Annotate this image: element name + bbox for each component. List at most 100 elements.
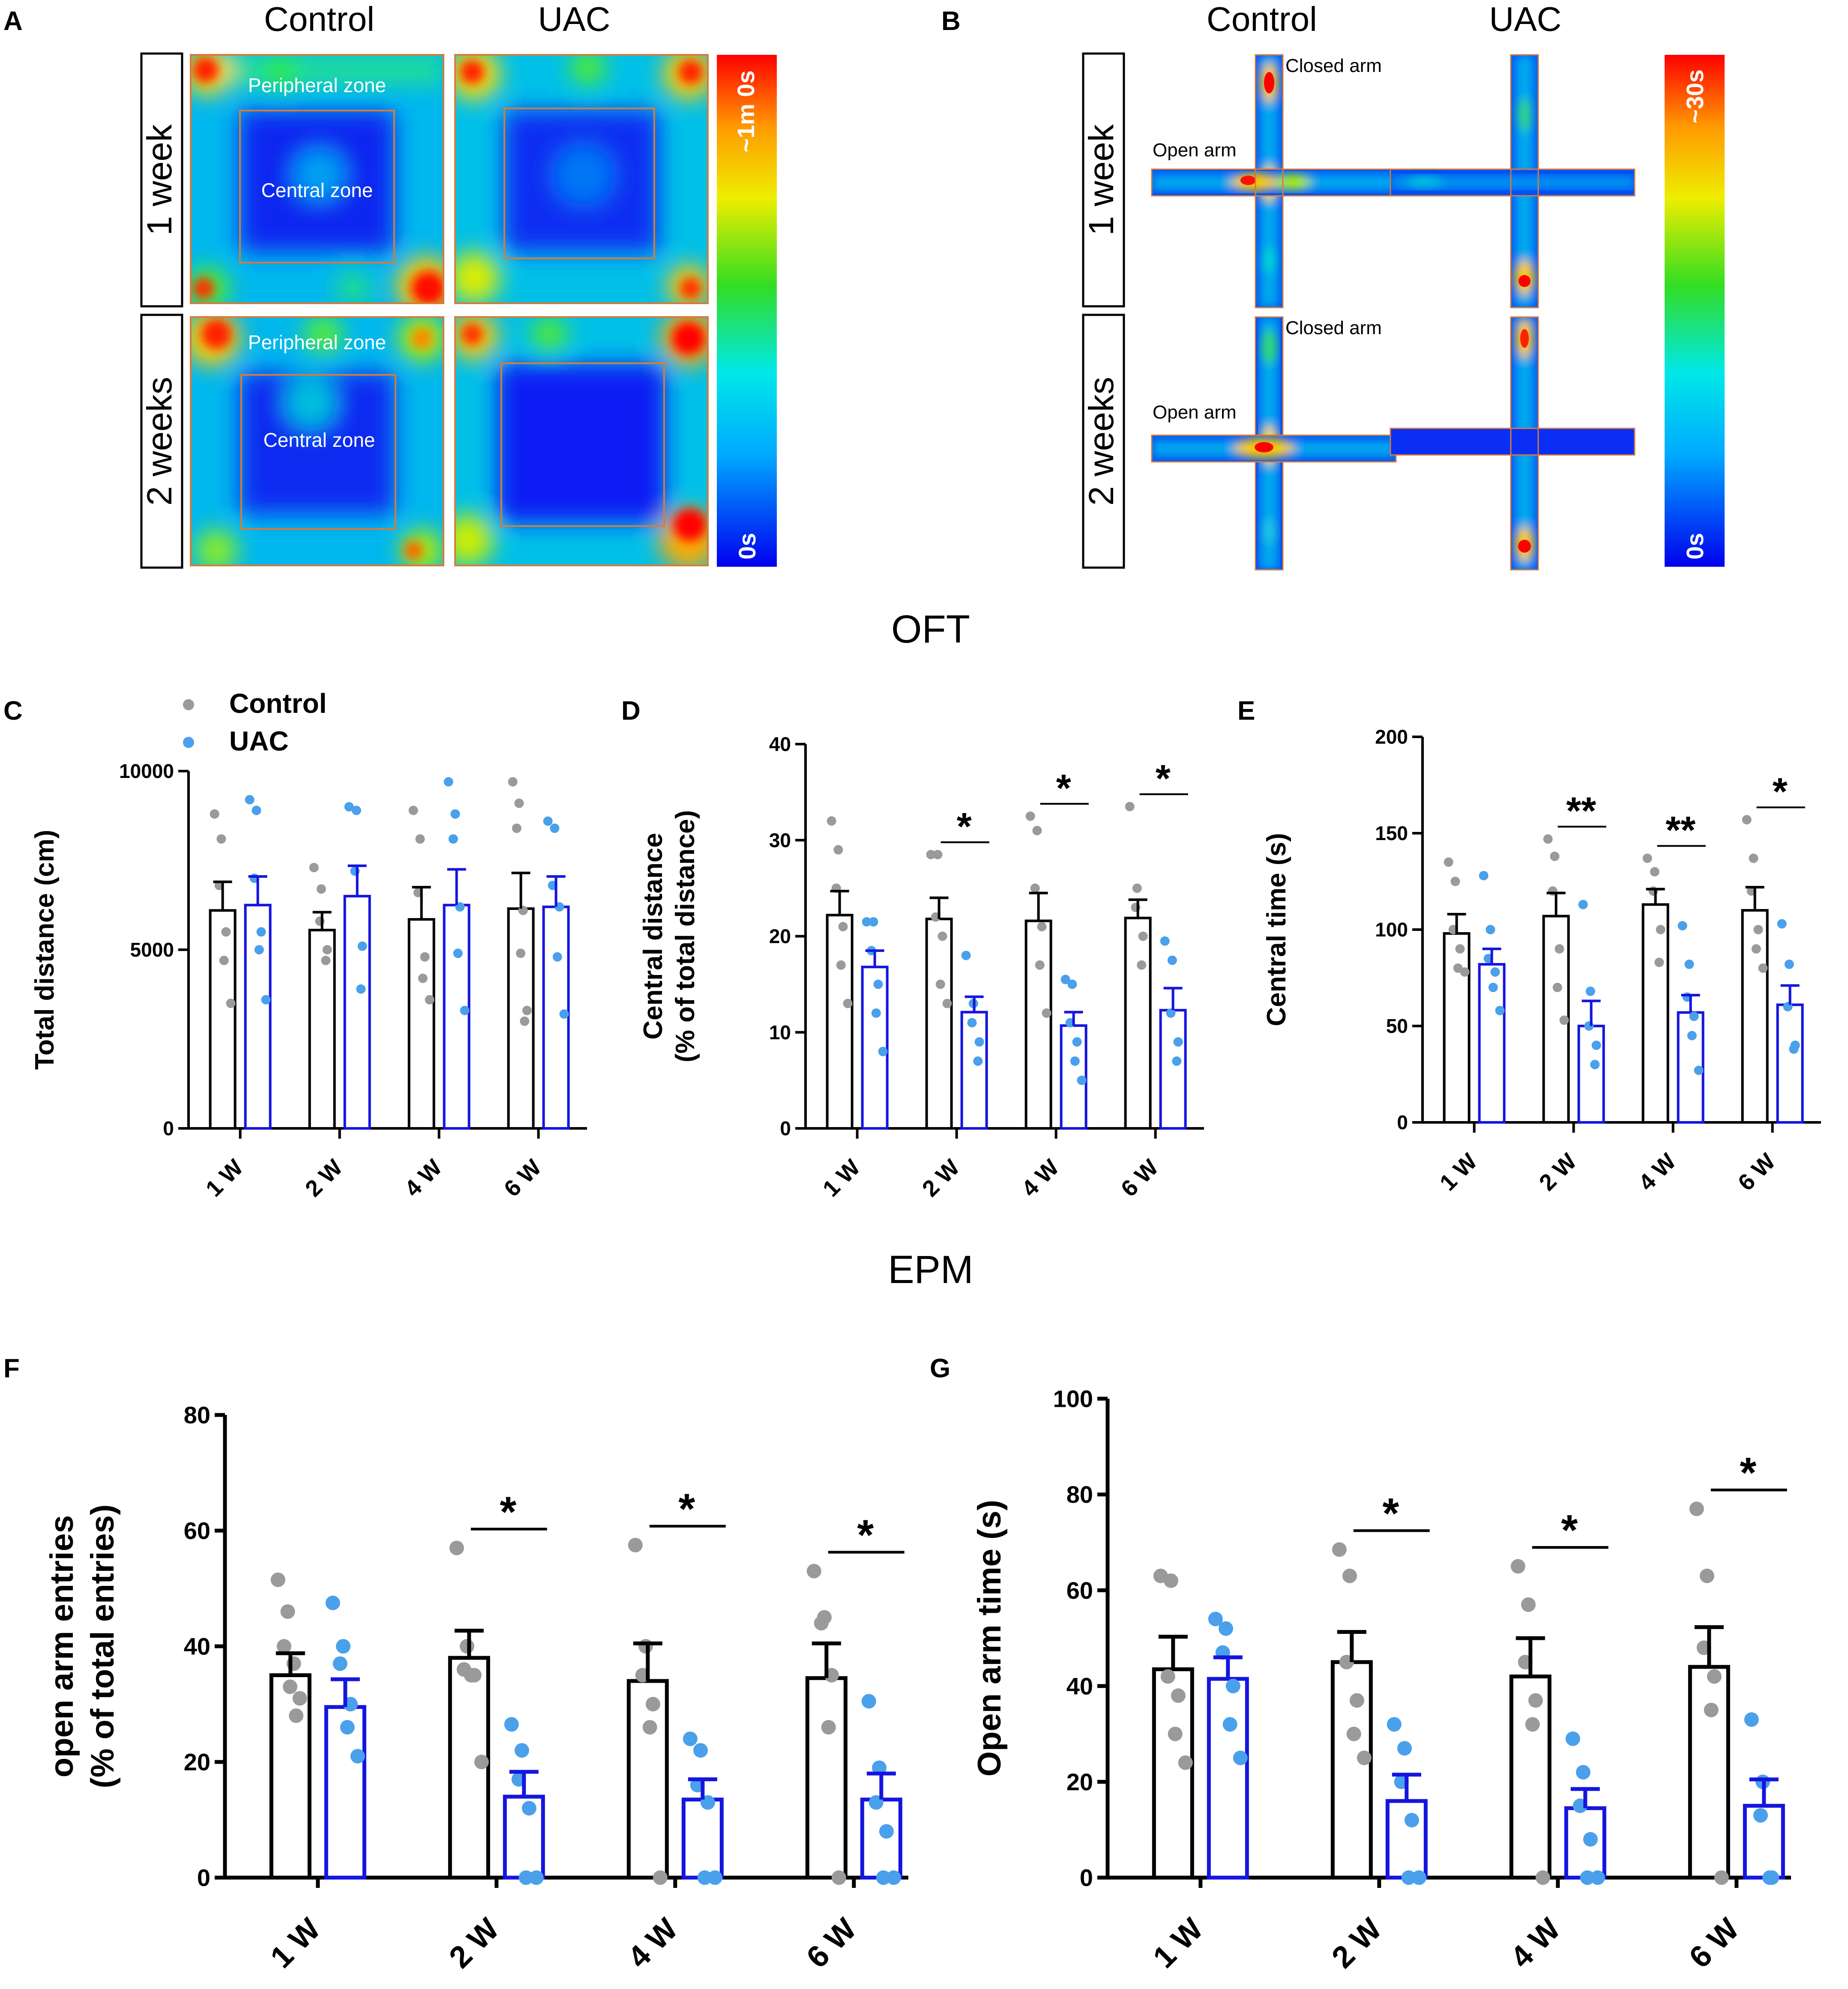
data-point [1411, 1870, 1426, 1885]
data-point [552, 952, 562, 962]
chart-c-total-distance: 0 5000 10000 Total distance (cm) 1 W 2 W 4 W 6 … [30, 760, 587, 1202]
data-point [1554, 944, 1564, 954]
data-point [1178, 1755, 1193, 1770]
data-point [504, 1717, 519, 1732]
x-category-label: 1 W [1147, 1912, 1210, 1975]
data-point [1590, 1870, 1605, 1885]
bar-uac-4w [443, 903, 470, 1130]
data-point [1689, 1501, 1704, 1516]
data-point [642, 1720, 657, 1735]
y-tick-label: 100 [1053, 1385, 1093, 1412]
data-point [1208, 1612, 1223, 1627]
data-point [1455, 944, 1465, 954]
oft-label-peripheral-zone: Peripheral zone [248, 331, 386, 353]
data-point [1171, 1688, 1186, 1703]
x-category-label: 6 W [1733, 1149, 1780, 1196]
y-axis-label: (% of total distance) [671, 810, 700, 1062]
data-point [508, 777, 518, 787]
bar-control-1w [826, 914, 854, 1130]
data-point [1125, 802, 1135, 811]
data-point [210, 809, 219, 819]
epm-heatmap-uac-2weeks [1390, 316, 1635, 571]
data-point [283, 1679, 298, 1694]
data-point [869, 917, 878, 927]
oft-color-scale-bar [717, 55, 777, 567]
data-point [1694, 1065, 1704, 1075]
y-tick-label: 0 [163, 1117, 174, 1140]
data-point [512, 823, 521, 833]
legend-uac-marker [183, 737, 194, 748]
significance-marker: * [957, 805, 972, 848]
data-point [322, 945, 332, 954]
data-point [321, 956, 331, 966]
significance-marker: * [1773, 771, 1788, 814]
data-point [280, 1604, 295, 1619]
data-point [1689, 1011, 1699, 1021]
data-point [873, 979, 883, 989]
bar-control-6w [805, 1676, 848, 1880]
significance-marker: * [857, 1511, 874, 1559]
data-point [1067, 979, 1077, 989]
section-title-epm: EPM [888, 1248, 973, 1292]
data-point [926, 849, 936, 859]
x-category-label: 2 W [1534, 1149, 1581, 1196]
data-point [1565, 1731, 1580, 1746]
panel-label-c: C [3, 696, 23, 726]
data-point [332, 1656, 347, 1671]
significance-marker: * [1561, 1506, 1578, 1554]
y-tick-label: 10 [769, 1021, 791, 1044]
data-point [1025, 811, 1035, 821]
epm-label-open-arm: Open arm [1153, 140, 1237, 161]
epm-heatmap-uac-1week [1390, 54, 1635, 308]
x-category-label: 4 W [1504, 1912, 1567, 1975]
data-point [1168, 1726, 1183, 1741]
oft-central-zone-outline [239, 110, 395, 263]
epm-col-header-uac: UAC [1489, 0, 1562, 38]
data-point [1218, 1621, 1233, 1636]
y-tick-label: 80 [184, 1402, 210, 1429]
data-point [1714, 1870, 1729, 1885]
data-point [221, 927, 231, 937]
data-point [697, 1870, 712, 1885]
data-point [521, 1801, 536, 1816]
data-point [1550, 852, 1560, 861]
x-category-label: 4 W [621, 1912, 684, 1975]
y-tick-label: 20 [1066, 1768, 1093, 1795]
significance-marker: * [1156, 757, 1171, 800]
data-point [933, 849, 943, 859]
data-point [1488, 983, 1498, 992]
data-point [1479, 871, 1489, 880]
y-tick-label: 40 [184, 1633, 210, 1660]
data-point [872, 1760, 887, 1775]
bar-uac-4w [681, 1798, 724, 1880]
data-point [878, 1047, 888, 1056]
section-title-oft: OFT [891, 607, 970, 651]
data-point [1490, 967, 1500, 977]
oft-row-label-box-2weeks [140, 314, 183, 569]
oft-label-central-zone: Central zone [264, 429, 375, 451]
data-point [1742, 815, 1752, 825]
chart-f-open-arm-entries: 0 20 40 60 80 open arm entries (% of total ent… [44, 1402, 908, 1975]
data-point [638, 1639, 653, 1654]
data-point [543, 816, 553, 826]
significance-marker: * [1056, 767, 1071, 810]
data-point [448, 834, 458, 844]
oft-central-zone-outline [503, 108, 655, 259]
x-category-label: 4 W [1017, 1155, 1064, 1202]
bar-control-4w [1641, 903, 1669, 1124]
epm-row-label-2weeks: 2 weeks [1082, 377, 1121, 506]
data-point [219, 956, 229, 966]
bar-uac-6w [1159, 1009, 1187, 1130]
data-point [1037, 922, 1047, 932]
y-axis-label: Open arm time (s) [971, 1500, 1008, 1777]
data-point [289, 1708, 304, 1723]
data-point [1583, 1832, 1598, 1847]
data-point [843, 999, 853, 1008]
data-point [862, 917, 872, 927]
data-point [1753, 1808, 1768, 1823]
x-category-label: 6 W [800, 1912, 863, 1975]
y-tick-label: 100 [1375, 918, 1408, 941]
epm-scale-max-label: ~30s [1681, 69, 1708, 123]
data-point [876, 1870, 891, 1885]
